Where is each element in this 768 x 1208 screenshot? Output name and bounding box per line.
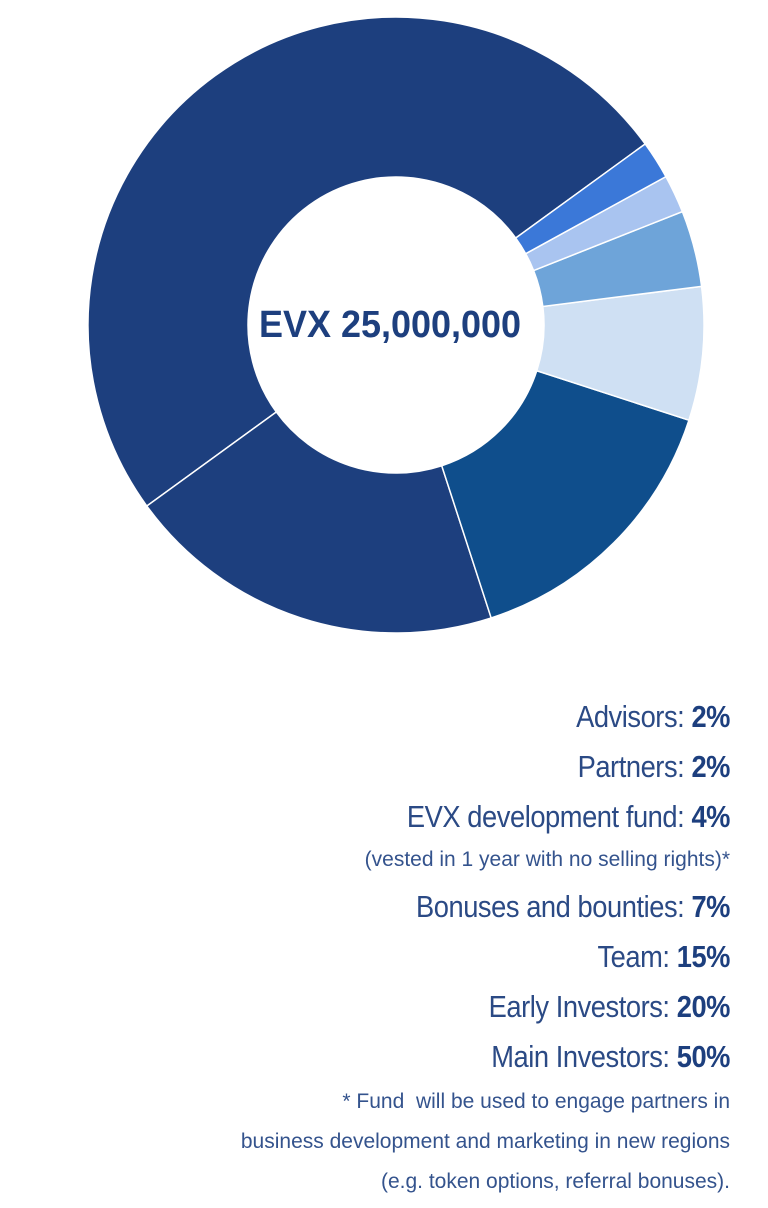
donut-segment (87, 16, 647, 508)
legend-row: Early Investors: 20% (114, 982, 731, 1032)
legend-row: Advisors: 2% (114, 692, 730, 742)
legend-label: Main Investors: (491, 1039, 670, 1074)
legend-row: Bonuses and bounties: 7% (114, 882, 730, 932)
donut-segment (524, 175, 684, 272)
footnote-line: business development and marketing in ne… (240, 1130, 730, 1153)
legend-value: 4% (691, 799, 730, 834)
legend-label: Partners: (577, 749, 685, 784)
legend-label: Advisors: (576, 699, 685, 734)
legend-value: 50% (676, 1039, 731, 1074)
donut-chart: EVX 25,000,000 (87, 16, 705, 634)
legend-row: Partners: 2% (114, 742, 731, 792)
footnote-line: (e.g. token options, referral bonuses). (380, 1170, 730, 1193)
legend-value: 15% (676, 939, 731, 974)
legend: Advisors: 2% Partners: 2% EVX development … (30, 692, 731, 1202)
legend-row: EVX development fund: 4% (114, 792, 731, 842)
legend-label: Bonuses and bounties: (415, 889, 685, 924)
legend-label: EVX development fund: (406, 799, 685, 834)
legend-row: Team: 15% (114, 932, 730, 982)
donut-segment (514, 142, 667, 255)
donut-segment (532, 210, 703, 308)
legend-value: 7% (691, 889, 730, 924)
legend-label: Team: (597, 939, 670, 974)
legend-value: 2% (691, 749, 730, 784)
donut-segment (535, 285, 705, 422)
donut-segment (145, 410, 493, 634)
legend-value: 2% (691, 699, 730, 734)
legend-note: (vested in 1 year with no selling rights… (364, 848, 730, 871)
legend-label: Early Investors: (488, 989, 670, 1024)
donut-segment (440, 369, 690, 619)
center-label: EVX 25,000,000 (259, 304, 521, 346)
footnote-line: * Fund will be used to engage partners i… (342, 1090, 730, 1113)
legend-value: 20% (676, 989, 731, 1024)
legend-row: Main Investors: 50% (114, 1032, 730, 1082)
